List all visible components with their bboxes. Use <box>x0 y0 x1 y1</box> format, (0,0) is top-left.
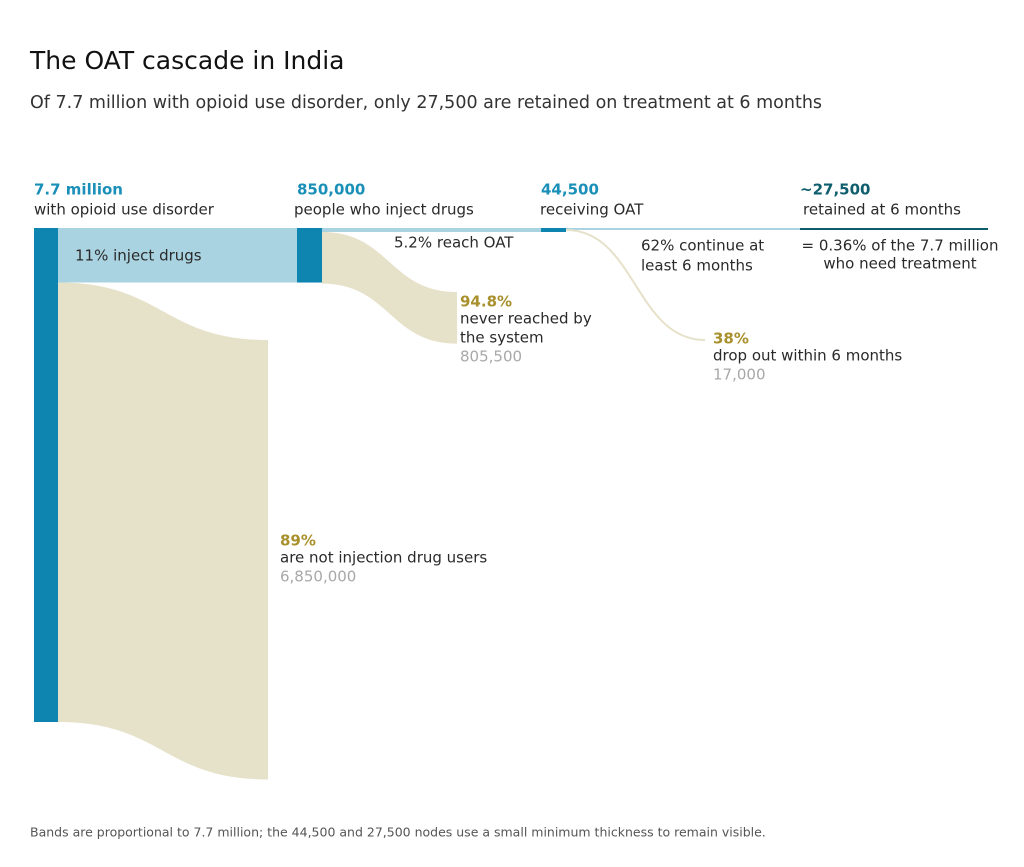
exit-band <box>58 282 268 780</box>
flow-band <box>322 228 541 232</box>
node-name: retained at 6 months <box>803 201 961 219</box>
node-name: receiving OAT <box>540 201 644 219</box>
node-value: ~27,500 <box>800 181 870 199</box>
flow-label: 11% inject drugs <box>75 247 202 265</box>
flow-label: least 6 months <box>641 257 753 275</box>
flow-band <box>58 228 297 283</box>
node <box>297 228 322 283</box>
node-name: people who inject drugs <box>294 201 474 219</box>
chart-subtitle: Of 7.7 million with opioid use disorder,… <box>30 93 822 113</box>
node-value: 7.7 million <box>34 181 123 199</box>
flow-label: 62% continue at <box>641 237 764 255</box>
node <box>34 228 58 722</box>
node-value: 44,500 <box>541 181 599 199</box>
exit-share: 89% <box>280 532 316 550</box>
flow-label: 5.2% reach OAT <box>394 234 514 252</box>
exit-band <box>322 232 457 344</box>
exit-label: are not injection drug users <box>280 549 487 567</box>
node-name: with opioid use disorder <box>34 201 215 219</box>
exit-value: 17,000 <box>713 366 766 384</box>
node <box>800 228 988 230</box>
chart-title: The OAT cascade in India <box>29 46 345 75</box>
node-value: 850,000 <box>297 181 365 199</box>
exit-value: 6,850,000 <box>280 568 356 586</box>
exit-band <box>565 229 706 341</box>
node <box>541 228 566 232</box>
exit-value: 805,500 <box>460 348 522 366</box>
footnote: Bands are proportional to 7.7 million; t… <box>30 825 766 840</box>
flow-band <box>566 228 800 230</box>
exit-share: 94.8% <box>460 293 512 311</box>
exit-label: drop out within 6 months <box>713 347 902 365</box>
note: = 0.36% of the 7.7 million <box>802 237 999 255</box>
note: who need treatment <box>823 255 976 273</box>
exit-label: never reached by <box>460 310 592 328</box>
exit-label: the system <box>460 329 544 347</box>
exit-share: 38% <box>713 330 749 348</box>
